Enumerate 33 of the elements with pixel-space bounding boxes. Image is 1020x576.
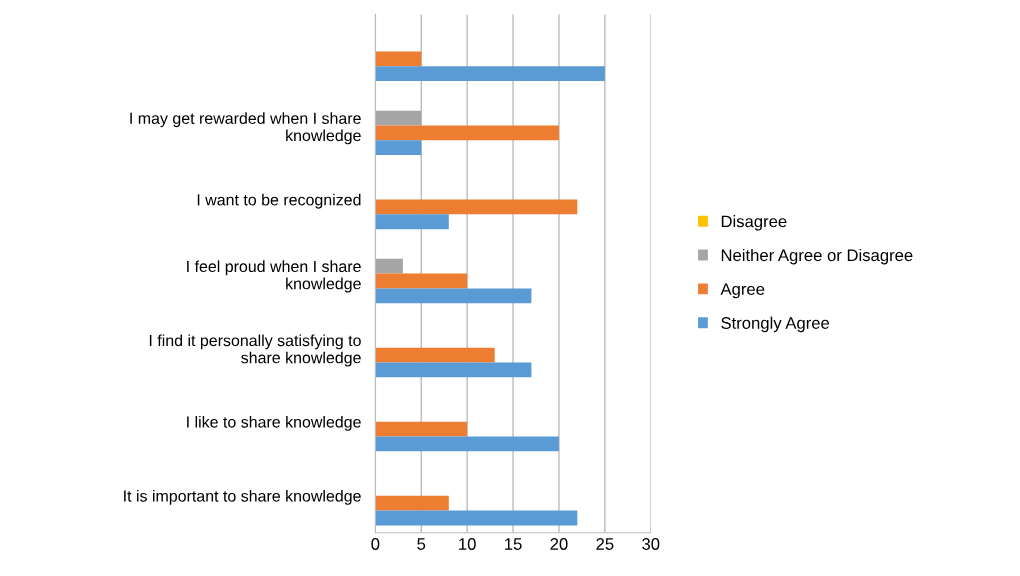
- bar: [375, 288, 532, 304]
- y-tick-label: It is important to share knowledge: [124, 489, 361, 505]
- bar: [375, 273, 468, 289]
- y-tick-label: I like to share knowledge: [187, 415, 361, 431]
- x-tick-label: 20: [550, 538, 568, 550]
- bar: [375, 51, 422, 67]
- y-tick-label: I feel proud when I share knowledge: [187, 260, 361, 293]
- bar: [375, 214, 449, 230]
- bar: [375, 347, 495, 363]
- bar: [375, 66, 605, 82]
- y-tick-label: I find it personally satisfying to share knowledge: [149, 334, 361, 367]
- bar: [375, 110, 422, 126]
- legend-label: Agree: [720, 283, 765, 299]
- x-tick-label: 0: [371, 538, 380, 550]
- y-tick-label: I want to be recognized: [197, 193, 361, 209]
- legend-label: Neither Agree or Disagree: [721, 248, 913, 265]
- x-tick-label: 25: [596, 538, 614, 550]
- x-tick-label: 10: [459, 538, 476, 550]
- bar: [375, 362, 532, 378]
- bar: [375, 125, 559, 141]
- bar: [375, 421, 468, 437]
- bar: [375, 510, 578, 526]
- bar: [375, 436, 559, 452]
- x-tick-label: 15: [505, 538, 522, 550]
- bar: [375, 495, 449, 511]
- x-tick-label: 30: [642, 538, 660, 550]
- x-tick-label: 5: [417, 538, 426, 550]
- bar: [375, 258, 403, 274]
- legend-label: Strongly Agree: [721, 316, 830, 333]
- legend-label: Disagree: [721, 215, 787, 231]
- bar: [375, 140, 422, 156]
- bar: [375, 199, 578, 215]
- y-tick-label: I may get rewarded when I share knowledge: [130, 112, 361, 145]
